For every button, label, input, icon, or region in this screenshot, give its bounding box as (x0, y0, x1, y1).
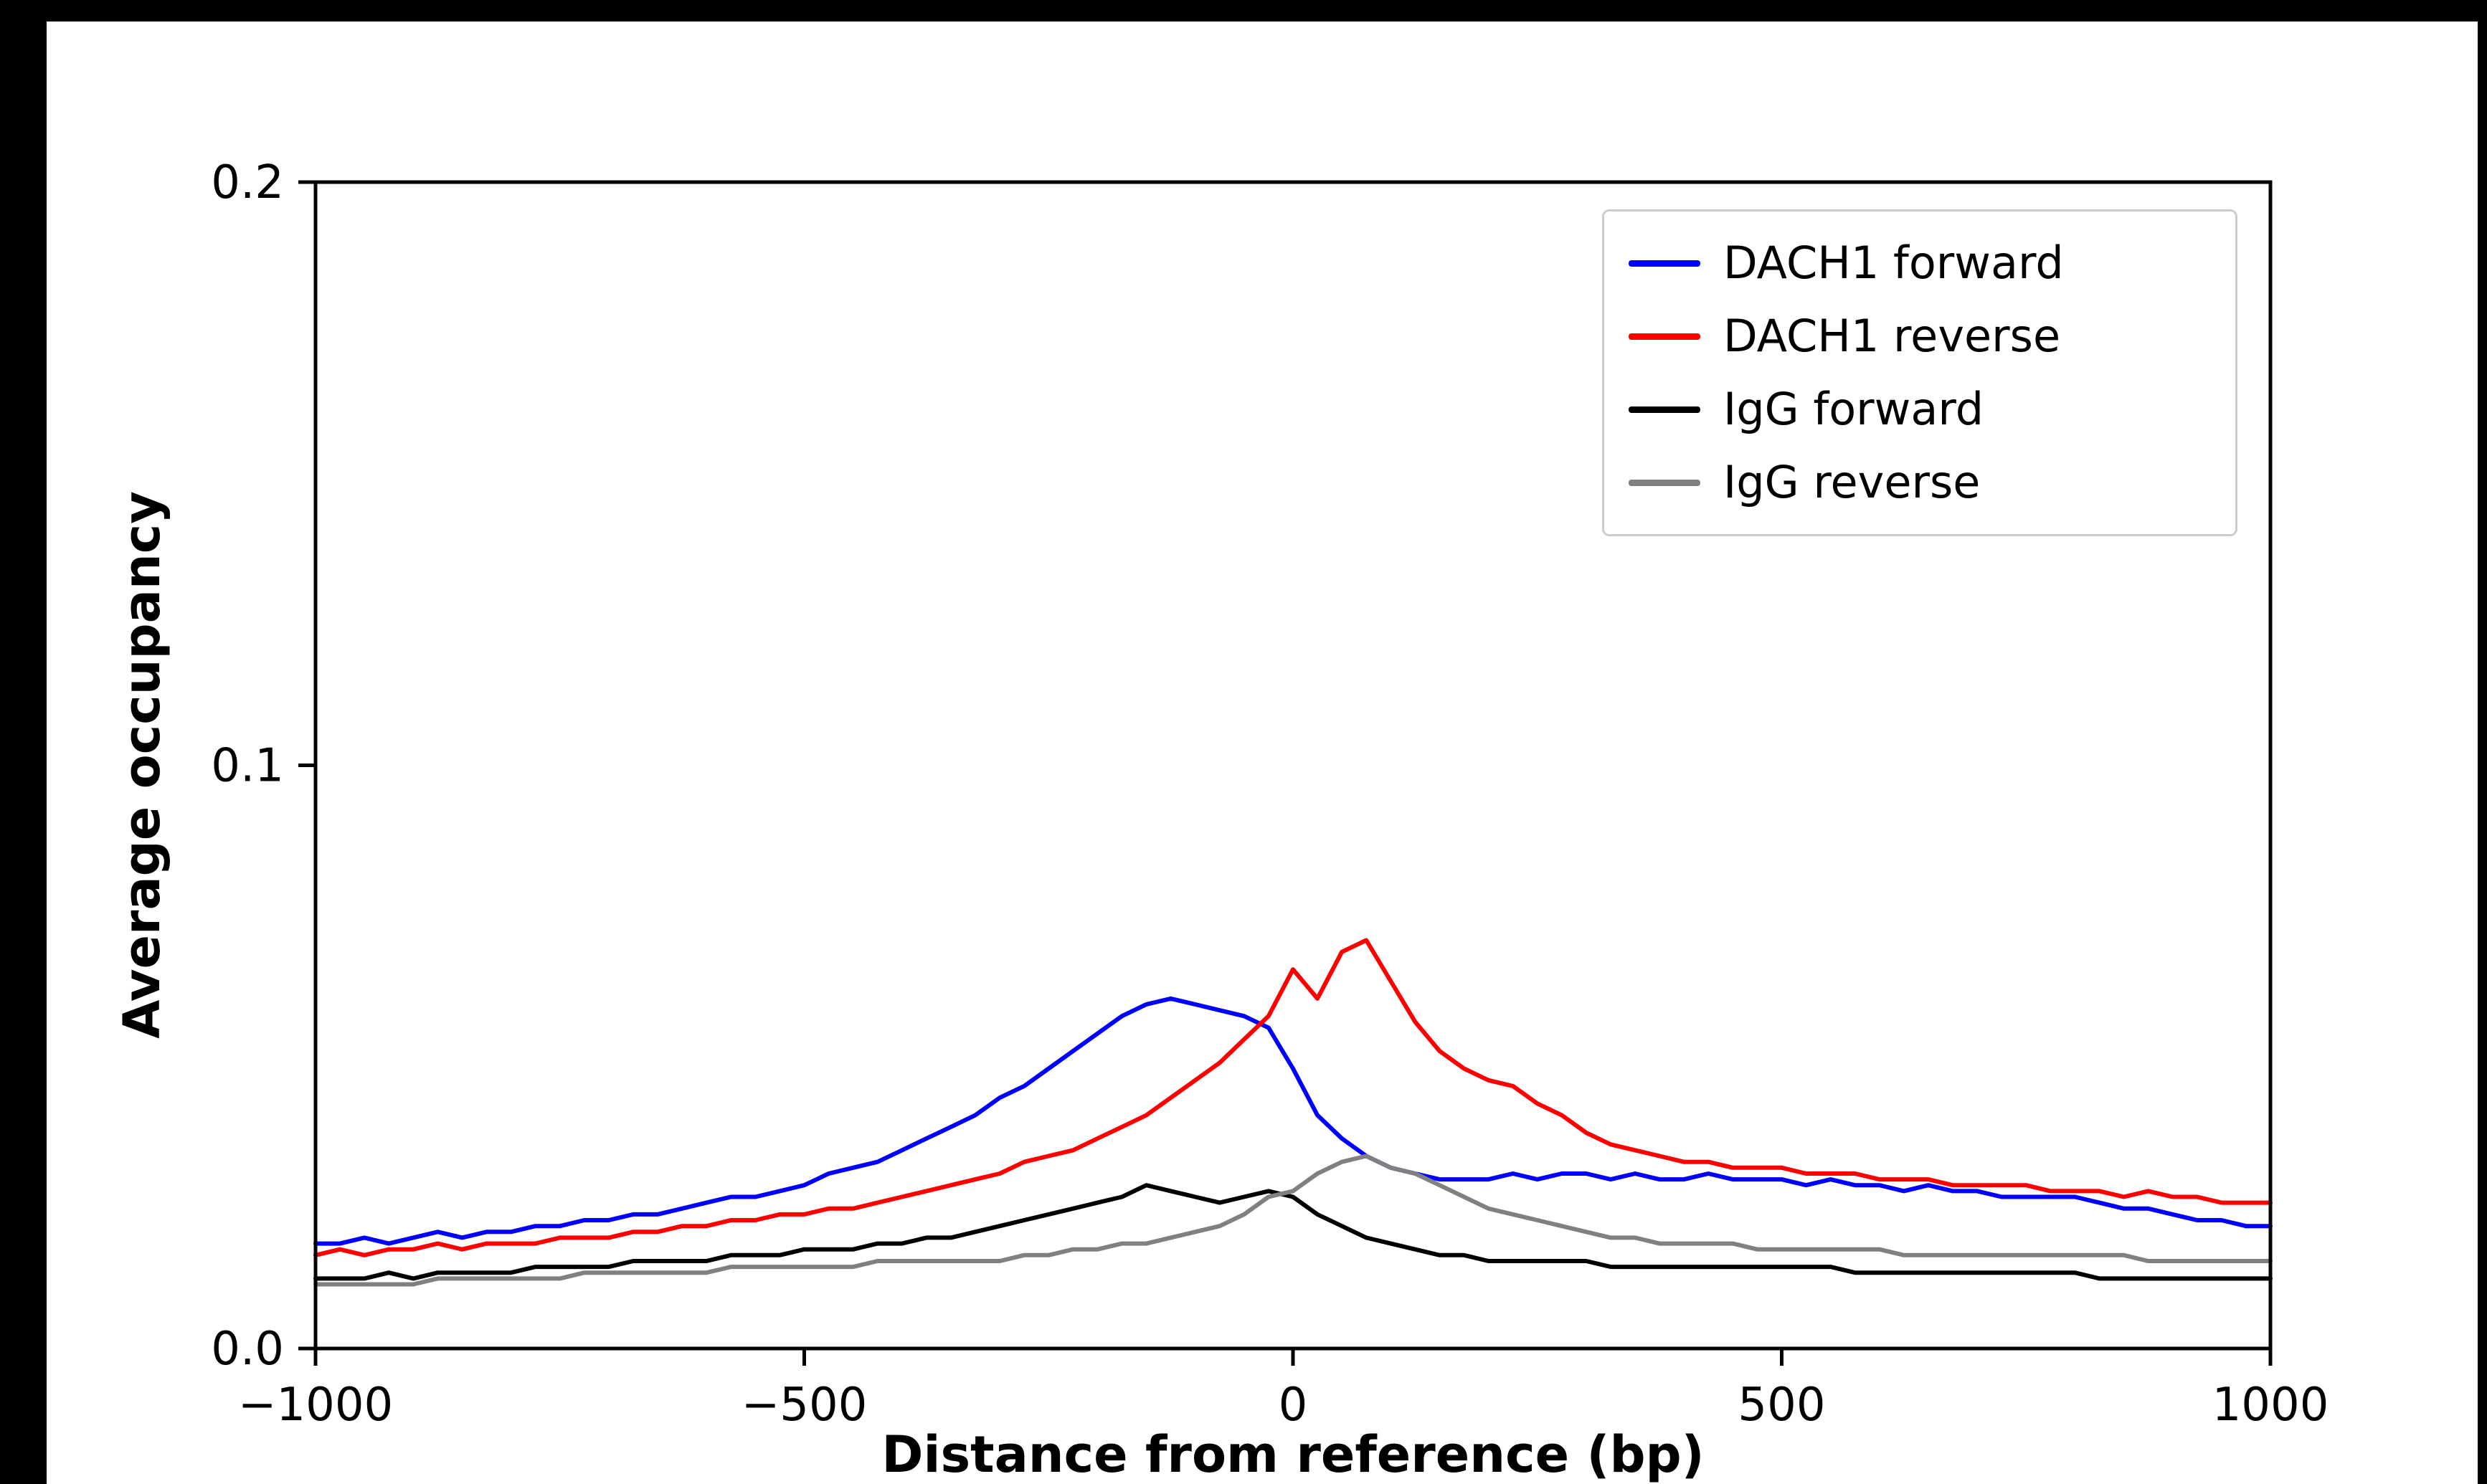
series-line-dach1-reverse (313, 938, 2273, 1257)
series-line-dach1-forward (313, 996, 2273, 1246)
y-tick-label: 0.2 (211, 156, 284, 209)
legend-item-dach1-reverse: DACH1 reverse (1629, 305, 2211, 368)
line-chart: −1000 −500 0 500 1000 0.0 0.1 0.2 (211, 156, 2329, 1432)
legend-item-dach1-forward: DACH1 forward (1629, 232, 2211, 295)
y-tick-label: 0.1 (211, 740, 284, 793)
legend-item-igg-forward: IgG forward (1629, 378, 2211, 441)
y-axis-title: Average occupancy (113, 491, 171, 1039)
legend: DACH1 forward DACH1 reverse IgG forward IgG… (1602, 209, 2237, 536)
legend-line-swatch (1629, 333, 1700, 340)
x-tick-label: 0 (1279, 1379, 1308, 1432)
legend-label: DACH1 forward (1723, 237, 2064, 289)
legend-line-swatch (1629, 479, 1700, 486)
series-line-igg-reverse (313, 1154, 2273, 1287)
x-tick-label: 1000 (2212, 1379, 2329, 1432)
legend-line-swatch (1629, 406, 1700, 413)
y-tick-label: 0.0 (211, 1323, 284, 1376)
x-tick-label: −1000 (238, 1379, 394, 1432)
x-axis-title: Distance from reference (bp) (881, 1425, 1705, 1484)
x-tick-label: −500 (742, 1379, 868, 1432)
legend-label: IgG forward (1723, 383, 1984, 435)
series-line-igg-forward (313, 1183, 2273, 1281)
legend-line-swatch (1629, 260, 1700, 267)
figure-canvas: −1000 −500 0 500 1000 0.0 0.1 0.2 Distance from… (47, 22, 2478, 1484)
legend-label: DACH1 reverse (1723, 310, 2061, 362)
x-tick-label: 500 (1738, 1379, 1825, 1432)
legend-label: IgG reverse (1723, 456, 1981, 508)
legend-item-igg-reverse: IgG reverse (1629, 451, 2211, 514)
